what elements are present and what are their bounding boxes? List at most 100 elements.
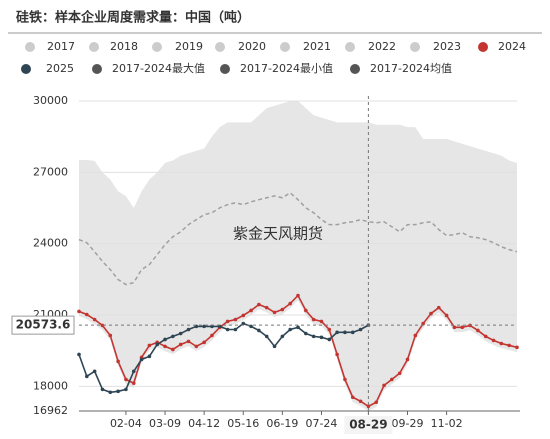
series-point [249,324,253,329]
series-point [210,333,214,338]
series-point [233,317,238,322]
legend-marker [152,42,162,52]
series-point [304,308,308,313]
series-point [147,354,152,359]
y-tick-label: 27000 [33,165,68,178]
series-point [257,302,261,307]
legend-label: 2021 [303,40,331,53]
series-point [374,400,379,405]
series-point [147,343,152,348]
series-point [296,325,300,330]
series-point [491,338,496,343]
series-point [264,305,269,310]
series-point [178,342,183,347]
series-point [131,381,136,386]
series-point [335,330,339,335]
series-point [139,357,144,362]
series-point [77,309,81,314]
series-point [343,330,347,335]
legend-marker [345,42,355,52]
series-point [311,317,316,322]
series-point [390,377,394,382]
legend-label: 2020 [238,40,266,53]
series-point [350,395,355,400]
series-point [155,342,160,347]
series-point [311,334,316,339]
legend-marker [215,42,225,52]
x-tick-label: 06-19 [266,417,298,430]
legend-label: 2024 [498,40,526,53]
legend-label: 2017 [47,40,75,53]
legend-marker [21,64,31,74]
chart-title: 硅铁：样本企业周度需求量：中国（吨） [16,10,250,26]
series-point [241,313,246,318]
series-point [178,331,183,336]
series-point [413,333,418,338]
series-point [366,404,371,409]
series-point [100,387,105,392]
legend-label: 2017-2024均值 [370,62,452,75]
y-tick-label: 24000 [33,237,68,250]
series-point [233,327,238,332]
x-tick-label: 09-29 [392,417,424,430]
series-point [319,335,324,340]
series-point [460,325,465,330]
series-point [194,344,199,349]
series-point [483,334,488,339]
crosshair-x-box [344,416,393,434]
series-point [202,340,206,345]
series-point [249,308,253,313]
series-point [436,305,441,310]
series-point [296,293,300,298]
series-point [507,343,511,348]
legend-label: 2017-2024最小值 [240,62,333,75]
series-point [186,327,191,332]
x-tick-label: 11-02 [431,417,463,430]
legend-marker [478,42,488,52]
x-tick-label: 04-12 [188,417,220,430]
series-point [257,328,261,333]
legend-label: 2023 [433,40,461,53]
series-point [163,344,167,349]
series-point [124,387,128,392]
series-point [358,399,363,404]
series-point [264,334,269,339]
x-tick-label: 03-09 [149,417,181,430]
y-tick-label: 30000 [33,94,68,107]
crosshair-y-label: 20573.6 [16,318,71,332]
min-max-band [79,101,517,411]
series-line [78,191,518,286]
series-point [327,337,332,342]
series-point [335,352,339,357]
series-point [171,334,175,339]
series-point [241,321,246,326]
series-point [304,331,308,336]
legend-label: 2019 [175,40,203,53]
series-point [85,312,89,317]
legend-marker [410,42,420,52]
legend-label: 2022 [368,40,396,53]
series-point [421,321,425,326]
crosshair-y-box [11,315,75,335]
series-point [92,317,97,322]
series-point [327,327,332,332]
legend-marker [350,64,360,74]
series-point [280,307,285,312]
legend-marker [89,42,99,52]
series-point [272,344,277,349]
series-point [382,383,386,388]
legend-label: 2017-2024最大值 [112,61,205,75]
series-point [116,389,120,394]
y-tick-label: 16962 [33,404,68,417]
series-point [225,319,230,324]
series-point [163,337,167,342]
legend-label: 2025 [46,62,74,75]
series-point [350,330,355,335]
series-point [288,327,292,332]
series-point [319,319,324,324]
series-point [452,325,457,330]
series-point [272,310,277,315]
series-point [108,390,113,395]
y-tick-label: 18000 [33,379,68,392]
